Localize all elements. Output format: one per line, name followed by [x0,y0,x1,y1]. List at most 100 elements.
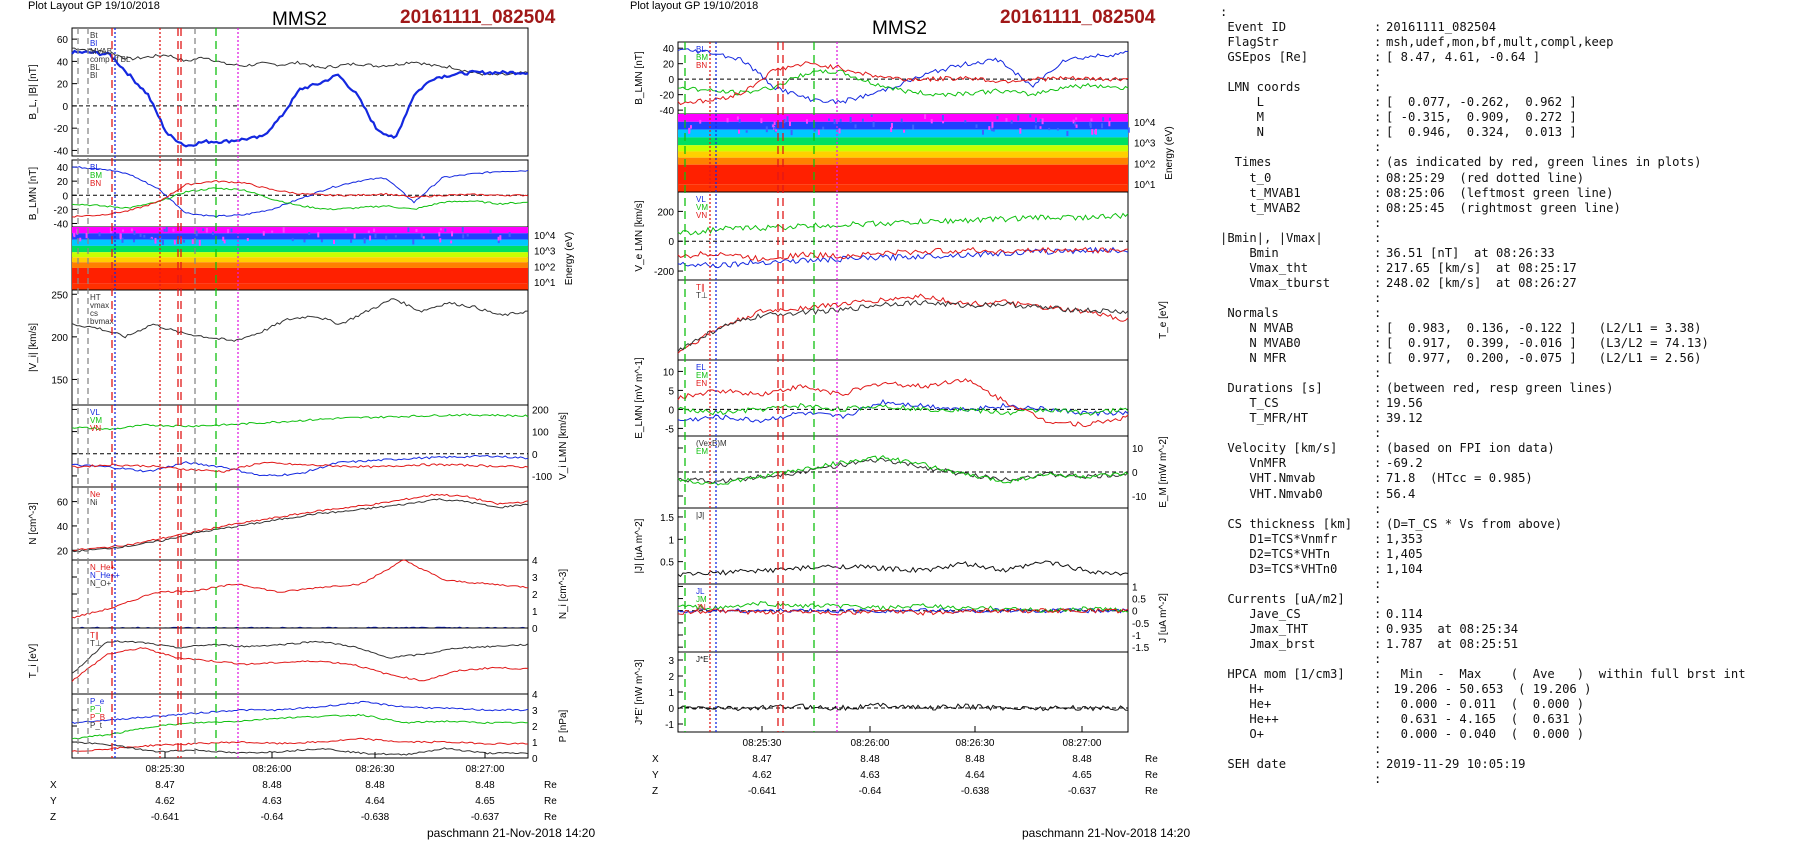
info-key: VHT.Nmvab0 [1220,486,1323,501]
ytick-label: -100 [532,472,552,483]
info-colon: : [1374,636,1382,651]
legend-entry: T∥ [90,631,99,640]
info-row: FlagStr: msh,udef,mon,bf,mult,compl,keep [1220,35,1746,50]
info-row: HPCA mom [1/cm3]: Min - Max ( Ave ) with… [1220,667,1745,682]
info-value: 71.8 (HTcc = 0.985) [1386,471,1533,486]
spectrogram-tick-label: 10^4 [534,231,556,242]
position-value: -0.641 [748,786,777,797]
ytick-label: 40 [57,57,69,68]
panel-ylabel: J [uA m^-2] [1158,593,1169,643]
legend-entry: JN [696,603,706,612]
spectrogram-speckle [1048,127,1051,131]
info-row: Jave_CS:0.114 [1220,607,1746,622]
info-row: Normals: [1220,306,1746,321]
info-key: Durations [s] [1220,381,1323,396]
ytick-label: 10 [1132,444,1144,455]
info-value: 0.000 - 0.011 ( 0.000 ) [1386,697,1585,712]
info-row: Vmax_tht:217.65 [km/s] at 08:25:17 [1220,261,1746,276]
info-row: : [1220,502,1746,517]
spectrogram-speckle [205,227,208,233]
info-colon: : [1374,155,1382,170]
spectrogram-speckle [130,228,133,232]
legend-entry: EN [696,379,707,388]
position-value: -0.638 [961,786,990,797]
info-key: LMN coords [1220,80,1301,95]
time-tick-label: 08:26:30 [356,764,395,775]
ytick-label: 0 [668,704,674,715]
info-colon: : [1374,712,1382,727]
legend-entry: comp of BL [90,55,131,64]
ytick-label: 0 [1132,468,1138,479]
legend-entry: BL [696,45,706,54]
spectrogram-speckle [1017,115,1020,121]
spectrogram-speckle [149,237,152,241]
spectrogram-speckle [262,231,265,236]
info-value: -69.2 [1386,456,1423,471]
info-key [1220,216,1374,231]
left-footer: paschmann 21-Nov-2018 14:20 [427,826,596,840]
info-key: O+ [1220,727,1265,742]
spectrogram-speckle [964,120,967,123]
position-value: 8.48 [365,780,385,791]
legend-entry: BM [696,53,708,62]
info-colon: : [1374,245,1382,260]
panel-frame [71,159,529,228]
legend-entry: VL [90,408,100,417]
legend-entry: N_He+ [90,563,115,572]
info-key: GSEpos [Re] [1220,50,1309,65]
spectrogram-speckle [1102,117,1105,122]
legend-entry: EM [696,371,708,380]
info-row: |Bmin|, |Vmax|: [1220,231,1746,246]
info-row: Event ID:20161111_082504 [1220,20,1746,35]
info-key: Jmax_brst [1220,636,1316,651]
spectrogram-speckle [1089,123,1092,128]
spectrogram-band [72,267,528,284]
spectrogram-speckle [444,228,447,232]
info-colon: : [1374,80,1382,95]
panel-ylabel: N [cm^-3] [28,502,39,545]
ytick-label: 40 [57,522,69,533]
spectrogram-speckle [350,239,353,243]
ytick-label: -40 [54,146,69,157]
panel-frame [677,583,1129,653]
info-colon: : [1374,95,1382,110]
spectrogram-speckle [996,116,999,120]
panel-R7: 0.5 1 1.5 |J| [uA m^-2] |J| [634,507,1129,585]
ytick-label: 2 [668,672,674,683]
spectrogram-speckle [688,128,691,133]
spectrogram-speckle [407,227,410,233]
spectrogram-speckle [1074,122,1077,126]
info-row: : [1220,140,1746,155]
spectrogram-speckle [738,119,741,123]
ytick-label: 20 [663,60,675,71]
spectrogram-speckle [333,239,336,245]
spectrogram-speckle [271,230,274,233]
spectrogram-speckle [367,230,370,234]
spectrogram-speckle [98,232,101,237]
info-key: T_CS [1220,396,1279,411]
info-value: 1.787 at 08:25:51 [1386,636,1519,651]
spectrogram-speckle [1019,128,1022,134]
ytick-label: 2 [532,590,538,601]
spectrogram-speckle [760,118,763,124]
info-colon: : [1374,290,1382,305]
spectrogram-speckle [132,239,135,243]
legend-entry: EL [696,363,706,372]
info-key: N MFR [1220,351,1287,366]
info-colon: : [1374,606,1382,621]
spectrogram-speckle [854,124,857,129]
info-row: Velocity [km/s]: (based on FPI ion data) [1220,441,1746,456]
panel-ylabel: T_i [eV] [28,644,39,679]
spectrogram-speckle [202,228,205,232]
spectrogram-speckle [1108,121,1111,127]
info-value: 08:25:29 (red dotted line) [1386,170,1585,185]
panel-ylabel: N_i [cm^-3] [558,569,569,619]
info-key: N MVAB0 [1220,336,1301,351]
info-key: He+ [1220,697,1272,712]
info-key [1220,140,1374,155]
spectrogram-speckle [222,236,225,241]
spectrogram-speckle [833,119,836,125]
spectrogram-speckle [1091,129,1094,135]
